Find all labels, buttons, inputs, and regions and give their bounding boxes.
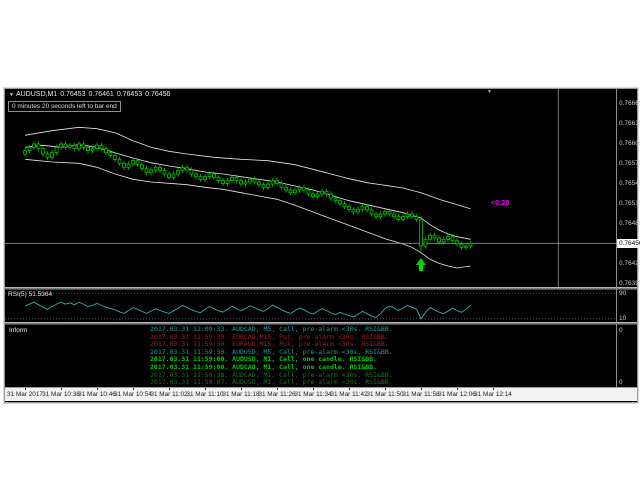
call-signal-arrow-icon (416, 258, 426, 271)
rsi-panel: RSI(5) 51.5364 90 10 (5, 290, 637, 322)
time-axis-label: 31 Mar 12:06 (438, 391, 476, 398)
rsi-line (24, 301, 471, 320)
chart-title: ▼ AUDUSD,M1 0.76453 0.76461 0.76453 0.76456 (9, 91, 173, 98)
time-axis-tick (277, 388, 278, 390)
price-axis-tick: 0.76575 (619, 160, 640, 167)
price-chart-canvas[interactable] (5, 89, 617, 287)
log-line: 2017.03.31 11:59:30. AUDUSD, M5, Call, p… (150, 347, 393, 356)
time-axis-label: 31 Mar 2017 (7, 391, 43, 398)
price-axis-tick: 0.76635 (619, 120, 640, 127)
time-axis-label: 31 Mar 11:10 (186, 391, 224, 398)
inform-indicator-label: Inform (9, 327, 28, 334)
rsi-chart-canvas[interactable] (5, 290, 617, 322)
ohlc-low: 0.76453 (116, 91, 143, 98)
ohlc-open: 0.76453 (60, 91, 86, 98)
bar-countdown-label: 0 minutes 20 seconds left to bar end (8, 101, 121, 112)
bollinger-middle-band (24, 144, 471, 240)
time-axis[interactable]: 31 Mar 2017 31 Mar 10:38 31 Mar 10:46 31 Ma… (5, 387, 637, 401)
rsi-axis-label: 90 (619, 290, 627, 297)
chart-shift-marker-icon[interactable]: ▼ (487, 89, 492, 95)
inform-axis-label: 0 (619, 379, 623, 386)
price-axis-tick: 0.76515 (619, 200, 640, 207)
bollinger-lower-band (24, 158, 471, 269)
time-axis-tick (385, 388, 386, 390)
chart-window: ▼ ▼ AUDUSD,M1 0.76453 0.76461 0.76453 0.76456… (4, 88, 640, 403)
time-axis-label: 31 Mar 10:46 (78, 391, 116, 398)
time-axis-label: 31 Mar 11:34 (294, 391, 332, 398)
time-axis-label: 31 Mar 11:18 (222, 391, 260, 398)
time-axis-tick (457, 388, 458, 390)
time-axis-tick (421, 388, 422, 390)
panel-separator[interactable] (5, 287, 637, 290)
log-line: 2017.03.31 12:09:33. AUDCAD, M5, Call, p… (150, 325, 393, 333)
price-axis-tick: 0.76605 (619, 140, 640, 147)
time-axis-label: 31 Mar 11:58 (402, 391, 440, 398)
price-axis-tick: 0.76545 (619, 180, 640, 187)
log-line: 2017.03.31 11:58:07. AUDUSD, M1, Call, p… (150, 378, 393, 387)
time-axis-tick (169, 388, 170, 390)
time-axis-label: 31 Mar 11:26 (258, 391, 296, 398)
inform-axis-label: 0 (619, 327, 623, 334)
price-axis-tick: 0.76425 (619, 260, 640, 267)
rsi-indicator-label: RSI(5) 51.5364 (8, 291, 53, 298)
time-axis-tick (205, 388, 206, 390)
time-axis-label: 31 Mar 11:42 (330, 391, 368, 398)
log-line: 2017.03.31 11:59:00. AUDCAD, M1, Call, o… (150, 362, 377, 371)
time-axis-tick (61, 388, 62, 390)
current-price-tag: 0.76456 (617, 239, 640, 248)
inform-panel: Inform 2017.03.31 12:09:33. AUDCAD, M5, … (5, 325, 637, 387)
signal-log-list: 2017.03.31 12:09:33. AUDCAD, M5, Call, p… (150, 325, 393, 387)
main-chart-panel: ▼ ▼ AUDUSD,M1 0.76453 0.76461 0.76453 0.76456… (5, 89, 637, 287)
time-axis-tick (241, 388, 242, 390)
expiry-countdown-label: <0:20 (491, 200, 510, 207)
log-line: 2017.03.31 11:59:30. EURAUD,M15, Put, pr… (150, 340, 389, 349)
time-axis-tick (313, 388, 314, 390)
price-axis-tick: 0.76395 (619, 280, 640, 287)
rsi-axis-label: 10 (619, 315, 627, 322)
window-collapse-icon[interactable]: ▼ (9, 92, 14, 98)
time-axis-label: 31 Mar 10:54 (114, 391, 152, 398)
ohlc-close: 0.76456 (145, 91, 171, 98)
panel-separator[interactable] (5, 322, 637, 325)
log-line: 2017.03.31 11:59:00. AUDUSD, M1, Call, o… (150, 355, 377, 364)
ohlc-high: 0.76461 (88, 91, 114, 98)
time-axis-label: 31 Mar 11:02 (150, 391, 188, 398)
price-axis-tick: 0.76665 (619, 100, 640, 107)
time-axis-tick (25, 388, 26, 390)
price-axis-separator (616, 89, 617, 387)
time-axis-tick (133, 388, 134, 390)
time-axis-tick (349, 388, 350, 390)
time-axis-label: 31 Mar 11:50 (366, 391, 404, 398)
time-axis-tick (493, 388, 494, 390)
log-line: 2017.03.31 11:58:38. AUDCAD, M1, Call, p… (150, 370, 393, 379)
bollinger-upper-band (24, 126, 471, 210)
time-axis-label: 31 Mar 12:14 (474, 391, 512, 398)
log-line: 2017.03.31 11:59:30. EURCAD,M15, Put, pr… (150, 332, 389, 341)
price-axis-tick: 0.76485 (619, 220, 640, 227)
time-axis-label: 31 Mar 10:38 (42, 391, 80, 398)
symbol-timeframe-label: AUDUSD,M1 (15, 91, 58, 98)
time-axis-tick (97, 388, 98, 390)
